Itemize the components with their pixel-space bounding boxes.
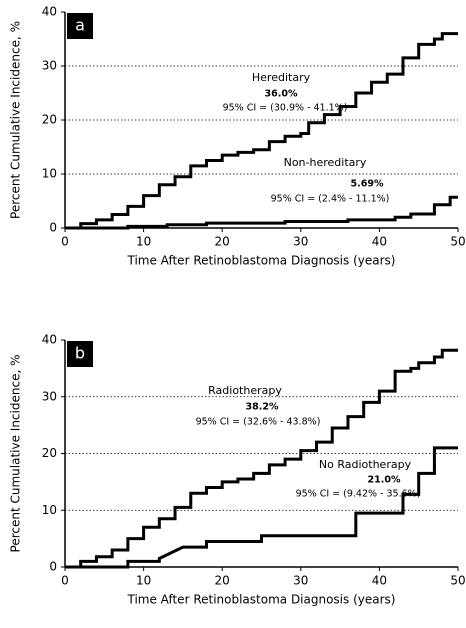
annotation: 95% CI = (9.42% - 35.6%)	[296, 489, 421, 500]
x-tick-label: 10	[136, 235, 151, 249]
series-line	[65, 446, 458, 569]
annotation: 5.69%	[351, 179, 384, 190]
x-axis-title: Time After Retinoblastoma Diagnosis (yea…	[127, 593, 396, 607]
x-tick-label: 30	[293, 235, 308, 249]
y-tick-label: 40	[42, 5, 57, 19]
x-tick-label: 10	[136, 574, 151, 588]
annotation: 38.2%	[246, 402, 279, 413]
y-tick-label: 0	[49, 221, 57, 235]
annotation: 95% CI = (2.4% - 11.1%)	[271, 194, 390, 205]
annotation: Hereditary	[252, 71, 311, 84]
y-tick-label: 10	[42, 503, 57, 517]
annotation: 95% CI = (32.6% - 43.8%)	[196, 417, 321, 428]
x-tick-label: 40	[372, 235, 387, 249]
x-tick-label: 20	[215, 235, 230, 249]
annotation: Radiotherapy	[208, 384, 282, 397]
x-tick-label: 0	[61, 574, 69, 588]
annotation: 21.0%	[368, 475, 401, 486]
annotation: 36.0%	[265, 89, 298, 100]
y-tick-label: 20	[42, 446, 57, 460]
x-tick-label: 0	[61, 235, 69, 249]
y-tick-label: 20	[42, 113, 57, 127]
y-tick-label: 10	[42, 167, 57, 181]
panel-label: a	[75, 16, 85, 35]
series-line	[65, 348, 458, 569]
y-tick-label: 40	[42, 333, 57, 347]
x-tick-label: 50	[450, 574, 465, 588]
panel-label-box	[67, 13, 93, 39]
annotation: No Radiotherapy	[319, 458, 412, 471]
x-axis-title: Time After Retinoblastoma Diagnosis (yea…	[127, 254, 396, 268]
x-tick-label: 30	[293, 574, 308, 588]
series-line	[65, 32, 458, 230]
annotation: Non-hereditary	[284, 156, 367, 169]
chart-panel: 0 10 20 30 40 0 10 20 30 40 50 Time After Retinobla…	[9, 5, 466, 268]
y-axis-title: Percent Cumulative Incidence, %	[9, 355, 23, 553]
panel-label-box	[67, 341, 93, 367]
y-axis-title: Percent Cumulative Incidence, %	[9, 21, 23, 219]
y-tick-label: 30	[42, 389, 57, 403]
annotation: 95% CI = (30.9% - 41.1%)	[223, 103, 348, 114]
x-tick-label: 20	[215, 574, 230, 588]
x-tick-label: 40	[372, 574, 387, 588]
panel-label: b	[75, 344, 85, 363]
series-line	[65, 195, 458, 230]
y-tick-label: 0	[49, 560, 57, 574]
chart-panel: 0 10 20 30 40 0 10 20 30 40 50 Time After Retinobla…	[9, 333, 466, 607]
x-tick-label: 50	[450, 235, 465, 249]
y-tick-label: 30	[42, 59, 57, 73]
